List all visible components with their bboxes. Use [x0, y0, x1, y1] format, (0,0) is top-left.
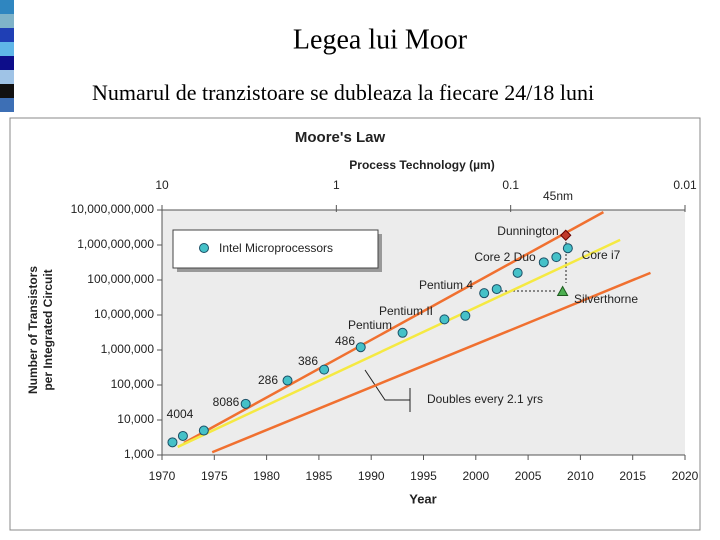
data-point: [512, 267, 523, 278]
point-label: Core 2 Duo: [474, 250, 536, 264]
x2-tick-label: 10: [155, 178, 169, 192]
y-tick-label: 1,000,000,000: [77, 237, 154, 251]
data-point: [282, 375, 293, 386]
data-point: [198, 425, 209, 436]
y-tick-label: 1,000: [124, 447, 154, 461]
x2-axis-label: Process Technology (µm): [349, 158, 494, 172]
y-axis-label-line: Number of Transistors: [26, 266, 40, 394]
y-axis-label: Number of Transistors per Integrated Cir…: [26, 266, 55, 394]
data-point: [177, 430, 188, 441]
x-tick-label: 1985: [306, 469, 333, 483]
annotation: 45nm: [543, 189, 573, 203]
chart-title: Moore's Law: [295, 129, 386, 146]
data-point: [491, 284, 502, 295]
x-tick-label: 1970: [149, 469, 176, 483]
y-tick-label: 10,000,000: [94, 307, 154, 321]
legend-label: Intel Microprocessors: [219, 241, 333, 255]
x-tick-label: 2000: [462, 469, 489, 483]
point-label: Pentium II: [379, 304, 433, 318]
point-label: Pentium: [348, 318, 392, 332]
x-axis-label: Year: [409, 491, 436, 506]
x-tick-label: 2015: [619, 469, 646, 483]
slide-title: Legea lui Moor: [293, 24, 468, 55]
data-point: [562, 243, 573, 254]
special-point: [560, 229, 572, 241]
data-point: [551, 252, 562, 263]
x-tick-label: 1980: [253, 469, 280, 483]
x2-tick-label: 0.1: [502, 178, 519, 192]
y-tick-label: 10,000: [117, 412, 154, 426]
point-label: Pentium 4: [419, 278, 473, 292]
point-label: 386: [298, 354, 318, 368]
data-point: [167, 437, 178, 448]
data-point: [538, 257, 549, 268]
x-tick-label: 1995: [410, 469, 437, 483]
x-tick-label: 2010: [567, 469, 594, 483]
y-tick-label: 100,000: [111, 377, 155, 391]
x2-tick-label: 1: [333, 178, 340, 192]
trend-line: [177, 238, 621, 449]
point-label: Core i7: [582, 248, 621, 262]
data-point: [460, 310, 471, 321]
data-point: [397, 327, 408, 338]
point-label: 286: [258, 373, 278, 387]
data-point: [319, 364, 330, 375]
slide-decoration: [0, 0, 14, 112]
y-axis-label-line: per Integrated Circuit: [41, 269, 55, 390]
y-tick-label: 100,000,000: [87, 272, 154, 286]
y-tick-label: 1,000,000: [101, 342, 155, 356]
annotation: Doubles every 2.1 yrs: [427, 392, 543, 406]
point-label: 4004: [167, 407, 194, 421]
slide-subtitle: Numarul de tranzistoare se dubleaza la f…: [92, 80, 594, 105]
special-label: Silverthorne: [574, 292, 638, 306]
data-point: [355, 342, 366, 353]
trend-line: [211, 271, 651, 454]
data-point: [439, 314, 450, 325]
x-tick-label: 1990: [358, 469, 385, 483]
point-label: 8086: [213, 395, 240, 409]
x-tick-label: 2020: [672, 469, 699, 483]
data-point: [240, 398, 251, 409]
point-label: 486: [335, 334, 355, 348]
legend-marker: [199, 243, 209, 253]
x-tick-label: 2005: [515, 469, 542, 483]
x2-tick-label: 0.01: [673, 178, 697, 192]
x-tick-label: 1975: [201, 469, 228, 483]
y-tick-label: 10,000,000,000: [71, 202, 155, 216]
trend-line: [183, 211, 605, 445]
special-point: [556, 285, 569, 296]
special-label: Dunnington: [497, 224, 558, 238]
data-point: [479, 288, 490, 299]
callout-line: [364, 369, 410, 401]
